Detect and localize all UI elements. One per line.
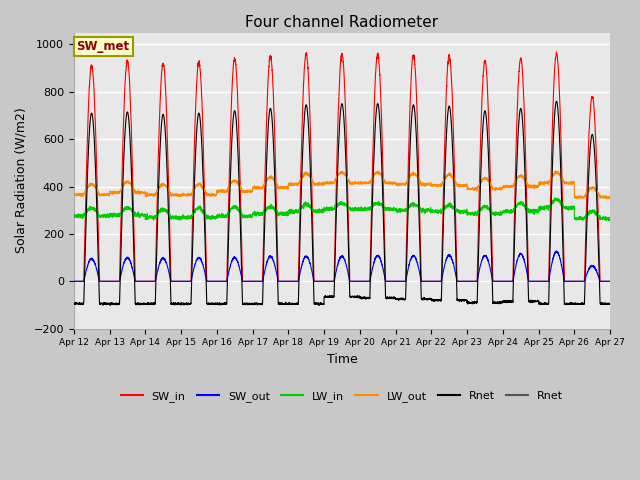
LW_in [605,215,613,221]
LW_in [462,209,470,215]
SW_in [605,278,613,284]
Rnet [316,302,323,308]
LW_in [433,208,440,214]
Line: LW_in: LW_in [74,198,610,221]
SW_out [322,278,330,284]
LW_out [322,180,330,186]
Rnet [493,300,500,306]
LW_out [606,193,614,199]
SW_in [462,278,470,284]
SW_in [322,278,330,284]
Rnet [166,270,174,276]
LW_out [374,168,382,174]
SW_out [606,278,614,284]
SW_in [70,278,77,284]
Text: SW_met: SW_met [76,40,129,53]
LW_in [551,195,559,201]
Rnet [322,294,330,300]
Rnet [70,301,77,307]
Rnet [552,98,560,104]
Line: Rnet: Rnet [74,101,610,305]
LW_out [605,194,613,200]
X-axis label: Time: Time [326,353,357,366]
LW_in [493,211,500,216]
LW_out [433,182,440,188]
LW_in [606,215,614,220]
Title: Four channel Radiometer: Four channel Radiometer [245,15,438,30]
Line: LW_out: LW_out [74,171,610,199]
LW_in [166,212,174,218]
Rnet [606,301,614,307]
Rnet [605,301,613,307]
LW_out [166,190,174,195]
SW_out [462,278,470,284]
SW_in [166,243,174,249]
LW_out [70,192,77,198]
LW_in [322,206,330,212]
Legend: SW_in, SW_out, LW_in, LW_out, Rnet, Rnet: SW_in, SW_out, LW_in, LW_out, Rnet, Rnet [116,386,568,406]
Line: SW_in: SW_in [74,52,610,281]
SW_out [493,278,500,284]
SW_out [70,278,77,284]
SW_in [433,278,440,284]
SW_in [606,278,614,284]
SW_out [552,248,560,254]
LW_out [605,196,612,202]
Line: SW_out: SW_out [74,251,610,281]
LW_in [605,218,612,224]
Y-axis label: Solar Radiation (W/m2): Solar Radiation (W/m2) [15,108,28,253]
SW_out [166,275,174,280]
Rnet [433,298,440,303]
SW_out [433,278,440,284]
SW_in [493,278,500,284]
LW_out [493,186,500,192]
Rnet [462,298,470,303]
LW_in [70,213,77,219]
LW_out [462,182,470,188]
SW_in [552,49,560,55]
SW_out [605,278,613,284]
